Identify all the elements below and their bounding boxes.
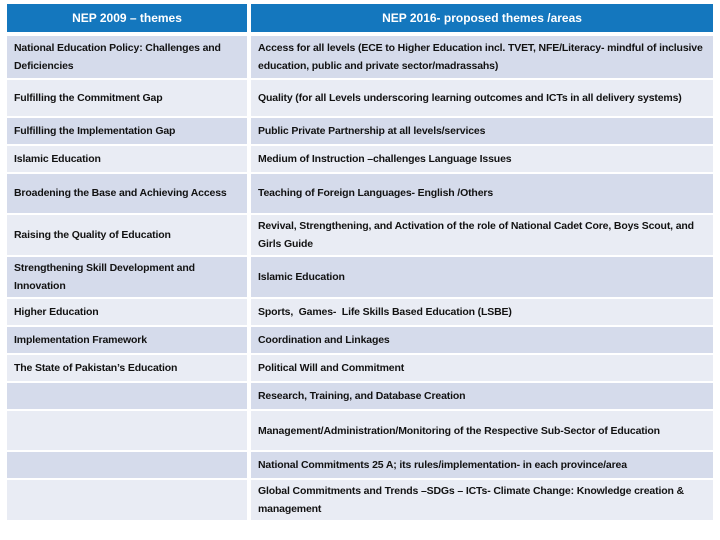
nep2016-cell: Management/Administration/Monitoring of … <box>251 411 713 451</box>
nep2016-cell: Research, Training, and Database Creatio… <box>251 383 713 410</box>
header-nep2009: NEP 2009 – themes <box>7 4 247 32</box>
table-row: Broadening the Base and Achieving Access… <box>7 174 713 213</box>
nep2009-cell <box>7 452 247 479</box>
table-row: Research, Training, and Database Creatio… <box>7 383 713 410</box>
table-row: Management/Administration/Monitoring of … <box>7 411 713 451</box>
nep2009-cell: Fulfilling the Commitment Gap <box>7 80 247 116</box>
nep2009-cell: Islamic Education <box>7 146 247 172</box>
table-header-row: NEP 2009 – themes NEP 2016- proposed the… <box>7 4 713 32</box>
nep2009-cell: Higher Education <box>7 299 247 326</box>
nep2009-cell <box>7 383 247 410</box>
nep2009-cell: Implementation Framework <box>7 327 247 354</box>
table-row: Strengthening Skill Development and Inno… <box>7 257 713 298</box>
table-row: Islamic Education Medium of Instruction … <box>7 146 713 172</box>
table-row: Implementation Framework Coordination an… <box>7 327 713 354</box>
table-row: The State of Pakistan’s Education Politi… <box>7 355 713 382</box>
nep2009-cell: Strengthening Skill Development and Inno… <box>7 257 247 298</box>
nep2016-cell: Revival, Strengthening, and Activation o… <box>251 215 713 256</box>
nep2016-cell: Public Private Partnership at all levels… <box>251 118 713 144</box>
table-row: Fulfilling the Commitment Gap Quality (f… <box>7 80 713 116</box>
nep2009-cell: Raising the Quality of Education <box>7 215 247 256</box>
nep2009-cell: Fulfilling the Implementation Gap <box>7 118 247 144</box>
table-row: Higher Education Sports, Games- Life Ski… <box>7 299 713 326</box>
nep2016-cell: Access for all levels (ECE to Higher Edu… <box>251 36 713 78</box>
nep2016-cell: Islamic Education <box>251 257 713 298</box>
nep2016-cell: Political Will and Commitment <box>251 355 713 382</box>
table-row: Raising the Quality of Education Revival… <box>7 215 713 256</box>
nep2016-cell: National Commitments 25 A; its rules/imp… <box>251 452 713 479</box>
table-row: National Commitments 25 A; its rules/imp… <box>7 452 713 479</box>
nep2009-cell: National Education Policy: Challenges an… <box>7 36 247 78</box>
nep2016-cell: Coordination and Linkages <box>251 327 713 354</box>
nep2009-cell <box>7 480 247 521</box>
comparison-table: NEP 2009 – themes NEP 2016- proposed the… <box>7 4 713 521</box>
nep2016-cell: Global Commitments and Trends –SDGs – IC… <box>251 480 713 521</box>
nep2009-cell: Broadening the Base and Achieving Access <box>7 174 247 213</box>
header-nep2016: NEP 2016- proposed themes /areas <box>251 4 713 32</box>
nep2009-cell: The State of Pakistan’s Education <box>7 355 247 382</box>
nep2016-cell: Sports, Games- Life Skills Based Educati… <box>251 299 713 326</box>
table-row: Global Commitments and Trends –SDGs – IC… <box>7 480 713 521</box>
nep2016-cell: Quality (for all Levels underscoring lea… <box>251 80 713 116</box>
nep2016-cell: Medium of Instruction –challenges Langua… <box>251 146 713 172</box>
nep2009-cell <box>7 411 247 451</box>
table-row: National Education Policy: Challenges an… <box>7 36 713 78</box>
table-row: Fulfilling the Implementation Gap Public… <box>7 118 713 144</box>
nep2016-cell: Teaching of Foreign Languages- English /… <box>251 174 713 213</box>
